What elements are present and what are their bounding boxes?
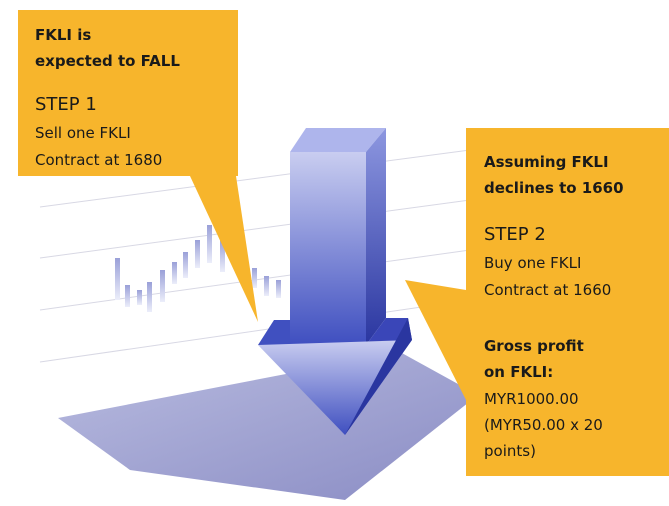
action-text: Sell one FKLI — [35, 124, 131, 142]
result-text: (MYR50.00 x 20 — [484, 416, 603, 434]
page: FKLI is expected to FALL STEP 1 Sell one… — [0, 0, 669, 506]
heading: declines to 1660 — [484, 179, 624, 197]
result-heading: on FKLI: — [484, 363, 553, 381]
result-text: points) — [484, 442, 536, 460]
action-text: Buy one FKLI — [484, 254, 581, 272]
heading: FKLI is — [35, 26, 91, 44]
action-text: Contract at 1660 — [484, 281, 611, 299]
result-text: MYR1000.00 — [484, 390, 579, 408]
result-heading: Gross profit — [484, 337, 584, 355]
heading: expected to FALL — [35, 52, 180, 70]
step-label: STEP 2 — [484, 224, 546, 245]
heading: Assuming FKLI — [484, 153, 609, 171]
step-label: STEP 1 — [35, 94, 97, 115]
floor — [58, 352, 478, 500]
candlesticks — [115, 225, 281, 312]
diagram: FKLI is expected to FALL STEP 1 Sell one… — [0, 0, 669, 506]
action-text: Contract at 1680 — [35, 151, 162, 169]
